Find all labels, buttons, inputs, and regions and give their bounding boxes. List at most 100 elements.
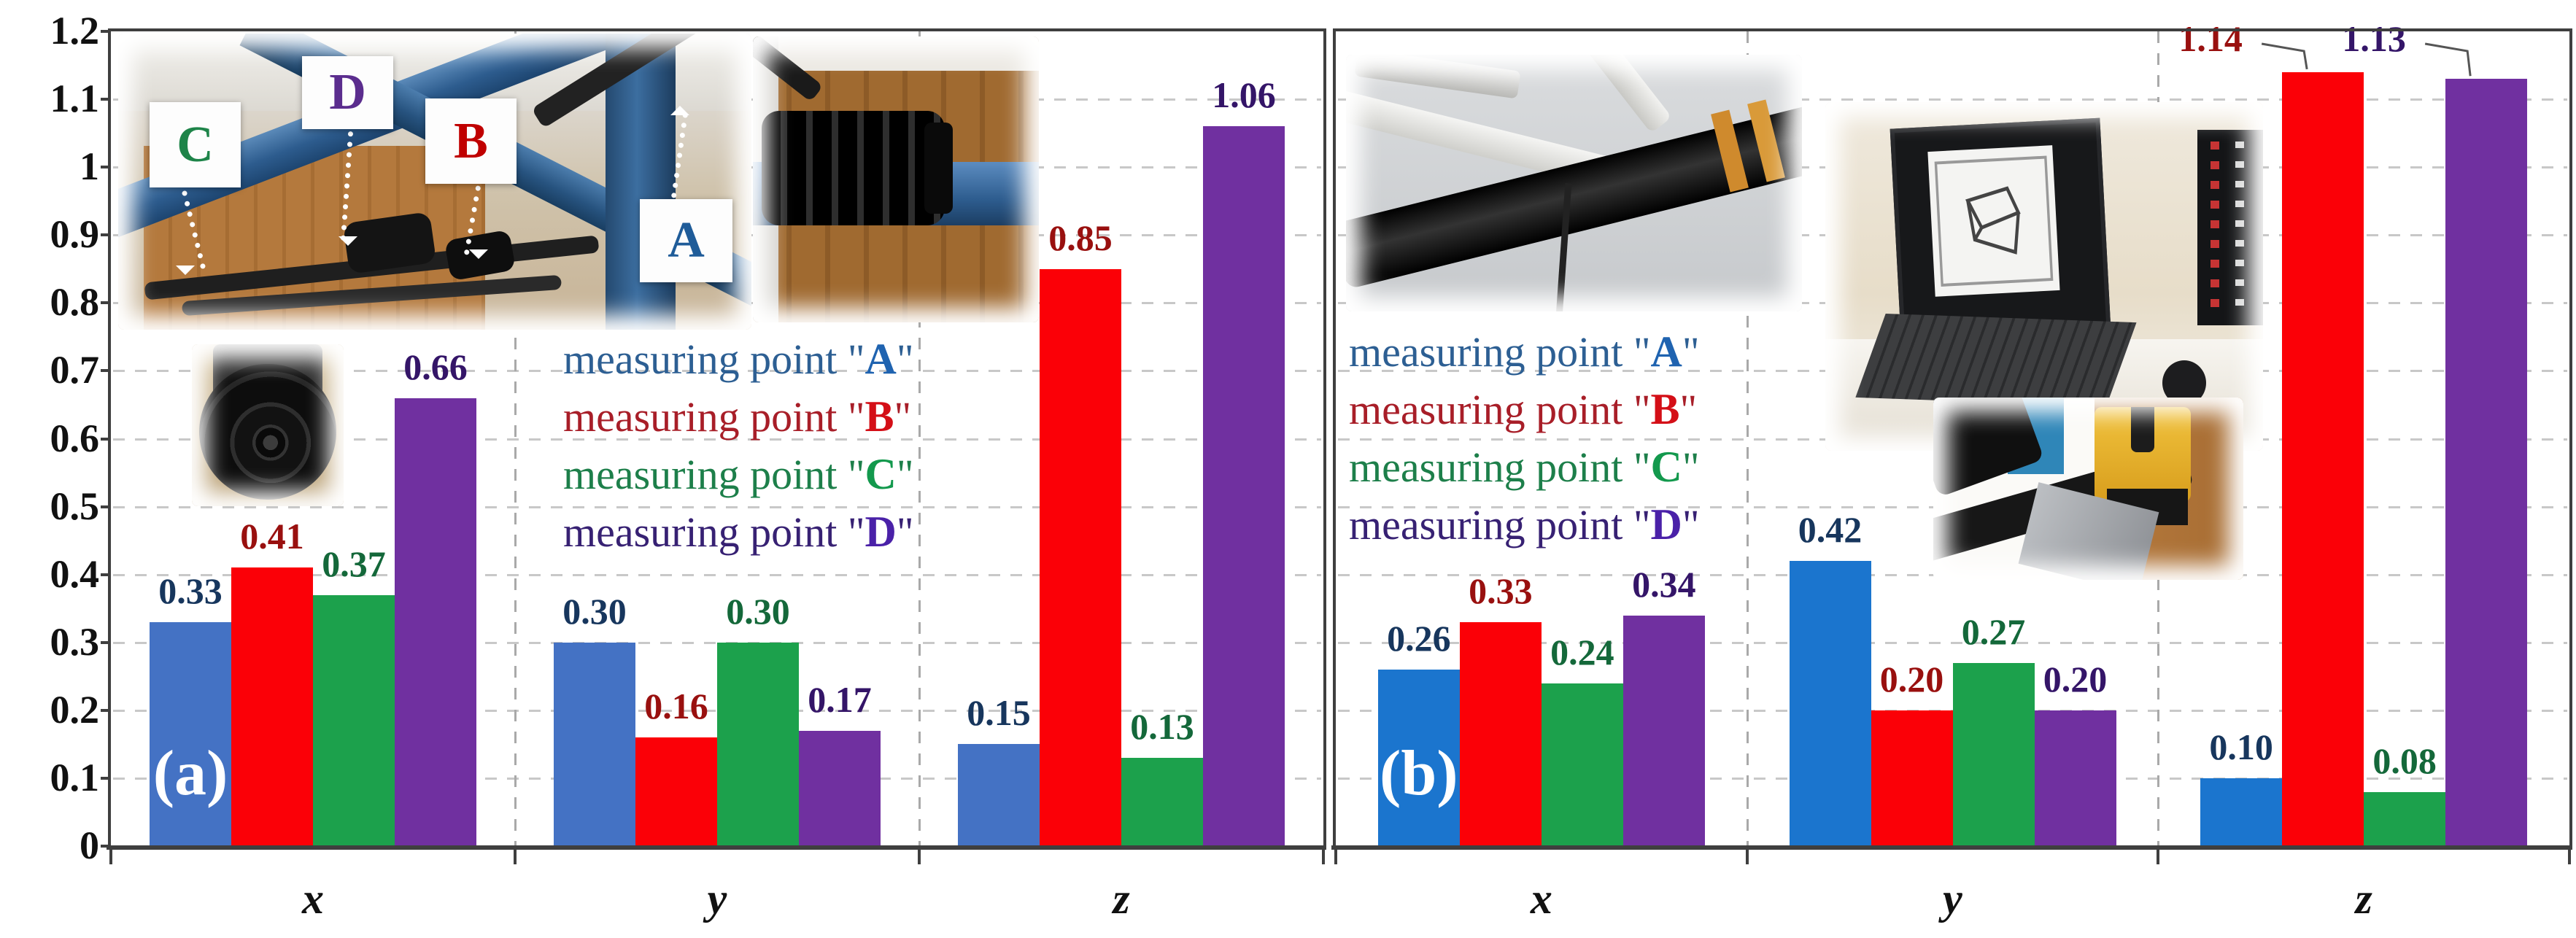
y-axis-tick-label: 0.4 (50, 551, 100, 596)
legend-item-letter: C (1650, 443, 1682, 491)
y-axis-tick-mark (101, 166, 111, 169)
bar-b-x-A (1377, 669, 1460, 846)
bar-a-y-B (635, 737, 717, 846)
y-axis-tick-label: 1.1 (50, 77, 100, 121)
legend-item-text: measuring point " (563, 508, 865, 556)
y-axis-tick-label: 0.5 (50, 484, 100, 528)
legend-item: measuring point "A" (563, 334, 914, 392)
gridline-horizontal (113, 370, 1321, 373)
legend-item: measuring point "B" (563, 392, 914, 449)
arrowhead-C-icon (176, 265, 195, 284)
x-axis-tick-mark (2568, 850, 2571, 864)
laptop-screen-window (1927, 144, 2060, 297)
y-axis-tick-label: 0.7 (50, 348, 100, 392)
photo-clamp-notch (2131, 406, 2154, 452)
bar-value-label: 0.13 (1130, 705, 1194, 747)
bar-value-label: 0.66 (403, 346, 468, 387)
y-axis-tick-label: 0.6 (50, 416, 100, 460)
bar-b-y-B (1871, 710, 1953, 846)
gridline-horizontal (113, 438, 1321, 441)
legend-item-text: " (896, 508, 914, 556)
legend-item-text: " (1682, 501, 1700, 549)
bar-value-label: 0.41 (240, 516, 304, 557)
bar-b-x-D (1622, 615, 1705, 846)
legend-item-letter: D (1650, 500, 1682, 549)
photo-card-B: B (425, 98, 517, 184)
legend-item: measuring point "D" (1349, 500, 1700, 557)
legend-item-text: measuring point " (1349, 443, 1651, 491)
bar-a-z-D (1203, 126, 1285, 846)
legend-item-text: " (1679, 386, 1698, 433)
x-axis-tick-mark (918, 850, 921, 864)
photo-daq-terminals (2235, 142, 2245, 314)
bar-b-y-A (1789, 561, 1871, 846)
photo-daq-connectors (2211, 142, 2219, 314)
y-axis-tick-label: 0.1 (50, 755, 100, 799)
photo-damper-face (199, 363, 336, 500)
legend-item-letter: B (865, 392, 894, 441)
y-axis-tick-label: 0.3 (50, 619, 100, 664)
photo-laptop-keyboard (1855, 314, 2137, 407)
photo-yellow-clamp (2095, 406, 2191, 502)
legend-item-text: " (894, 393, 912, 441)
bar-b-z-D (2445, 79, 2528, 846)
inset-photo-pipeline-structure: C D B A (118, 34, 751, 330)
photo-card-A: A (640, 199, 732, 282)
bar-a-y-A (554, 642, 635, 846)
x-axis-line (1331, 845, 2572, 850)
photo-card-C: C (150, 102, 241, 187)
photo-ceiling (753, 36, 1039, 71)
legend-item: measuring point "A" (1349, 327, 1700, 384)
bar-value-label: 0.20 (2043, 658, 2108, 699)
x-axis-category-label: z (1113, 875, 1130, 923)
y-axis-tick-mark (101, 776, 111, 780)
inset-photo-damper-on-beam (753, 36, 1039, 322)
gridline-vertical (514, 31, 517, 846)
x-axis-line (107, 845, 1326, 850)
y-axis-tick-mark (101, 708, 111, 712)
bar-b-x-C (1541, 683, 1623, 846)
legend-item: measuring point "C" (1349, 442, 1700, 500)
x-axis-tick-mark (2157, 850, 2160, 864)
bar-value-label: 0.33 (158, 570, 223, 611)
legend: measuring point "A" measuring point "B" me… (563, 334, 914, 565)
bar-b-z-B (2282, 71, 2364, 846)
bar-value-label: 0.30 (562, 590, 627, 632)
bar-value-label: 0.16 (644, 686, 708, 727)
y-axis-tick-mark (101, 845, 111, 848)
legend-item: measuring point "D" (563, 507, 914, 565)
y-axis-tick-label: 0.9 (50, 212, 100, 257)
bar-value-label: 1.13 (2342, 18, 2406, 59)
bar-a-z-A (958, 744, 1040, 846)
legend-item-text: " (896, 451, 914, 498)
gridline-horizontal (113, 505, 1321, 508)
legend-item-text: " (896, 336, 914, 383)
gridline-horizontal (113, 573, 1321, 576)
y-axis-tick-mark (101, 30, 111, 33)
photo-card-letter: D (329, 64, 366, 120)
inset-photo-damper-closeup (192, 344, 344, 506)
legend-item-text: measuring point " (563, 336, 865, 383)
bar-b-x-B (1459, 621, 1542, 846)
bar-value-label: 0.27 (1961, 611, 2026, 652)
bar-a-x-D (395, 398, 476, 846)
photo-dark-pipe-end (1933, 398, 2044, 497)
legend-item-letter: A (1650, 327, 1682, 376)
y-axis-tick-mark (101, 640, 111, 644)
bar-value-label: 0.20 (1879, 658, 1944, 699)
gridline-vertical (918, 31, 921, 846)
y-axis-tick-mark (101, 505, 111, 508)
bar-value-label: 1.14 (2178, 18, 2243, 59)
y-axis-tick-mark (101, 301, 111, 305)
legend-item-text: measuring point " (1349, 501, 1651, 549)
bar-value-label: 0.30 (726, 590, 790, 632)
x-axis-tick-mark (1322, 850, 1325, 864)
laptop-screen-diagram (1934, 155, 2054, 287)
x-axis-category-label: z (2355, 875, 2372, 923)
bar-value-label: 0.34 (1632, 563, 1696, 605)
photo-vent-duct (1353, 55, 1521, 99)
bar-value-label: 0.85 (1048, 217, 1113, 258)
legend-item-letter: D (865, 508, 897, 556)
bar-a-z-C (1121, 757, 1203, 846)
